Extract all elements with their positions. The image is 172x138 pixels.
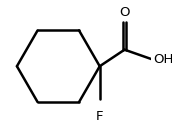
Text: O: O [119, 6, 130, 19]
Text: OH: OH [153, 53, 172, 66]
Text: F: F [96, 110, 104, 123]
